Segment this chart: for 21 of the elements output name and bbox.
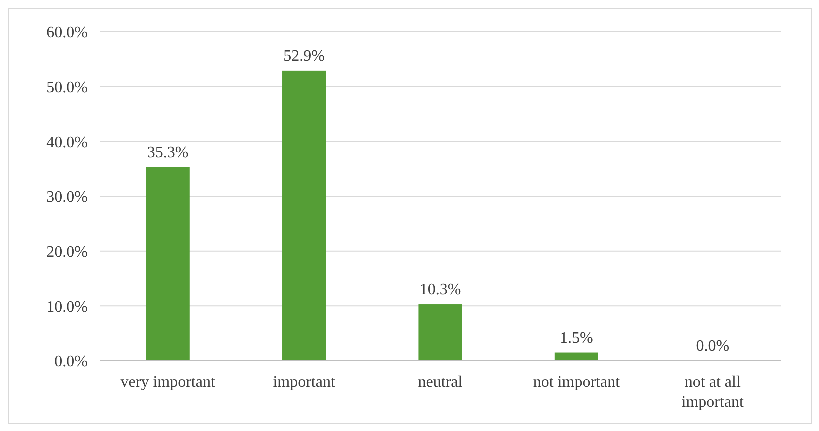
x-tick-label: not important — [533, 374, 621, 391]
y-tick-label: 30.0% — [46, 189, 88, 206]
y-tick-label: 60.0% — [46, 24, 88, 42]
y-tick-label: 10.0% — [46, 298, 88, 316]
x-tick-label: important — [273, 374, 336, 391]
x-tick-label: neutral — [418, 374, 464, 391]
bar — [282, 70, 326, 361]
x-tick-label: not at all important — [682, 374, 745, 411]
bar — [146, 167, 190, 361]
data-label: 1.5% — [560, 330, 594, 347]
bar — [554, 352, 598, 361]
x-tick-label: very important — [120, 374, 216, 391]
data-label: 10.3% — [420, 282, 462, 299]
data-label: 35.3% — [147, 144, 189, 162]
data-label: 52.9% — [284, 48, 325, 65]
data-label: 0.0% — [696, 338, 730, 355]
bar — [418, 304, 462, 361]
y-tick-label: 20.0% — [46, 244, 88, 261]
y-tick-label: 50.0% — [46, 79, 88, 96]
y-tick-label: 40.0% — [46, 134, 88, 152]
y-tick-label: 0.0% — [54, 354, 88, 371]
